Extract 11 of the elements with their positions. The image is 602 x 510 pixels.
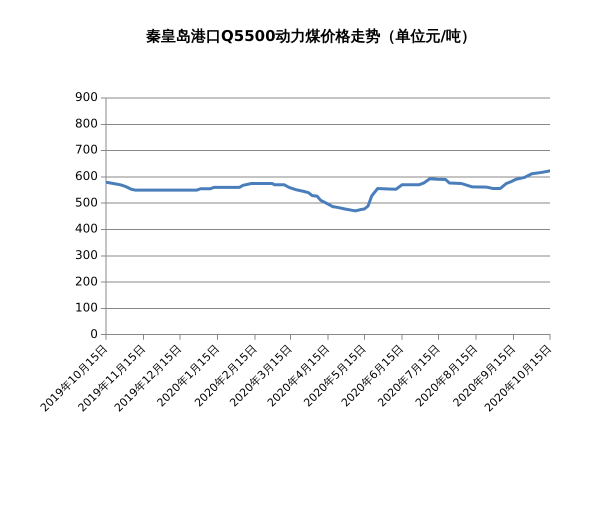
y-tick-label: 200	[75, 274, 98, 288]
y-tick-label: 700	[75, 142, 98, 157]
y-tick-label: 900	[75, 90, 98, 104]
y-tick-label: 400	[75, 222, 98, 236]
y-tick-label: 500	[75, 195, 98, 210]
y-tick-label: 300	[75, 248, 98, 262]
y-tick-label: 0	[90, 326, 98, 341]
chart-title: 秦皇岛港口Q5500动力煤价格走势（单位元/吨）	[146, 26, 476, 45]
y-tick-label: 100	[75, 300, 98, 315]
y-tick-label: 800	[75, 116, 98, 130]
y-tick-label: 600	[75, 169, 98, 184]
